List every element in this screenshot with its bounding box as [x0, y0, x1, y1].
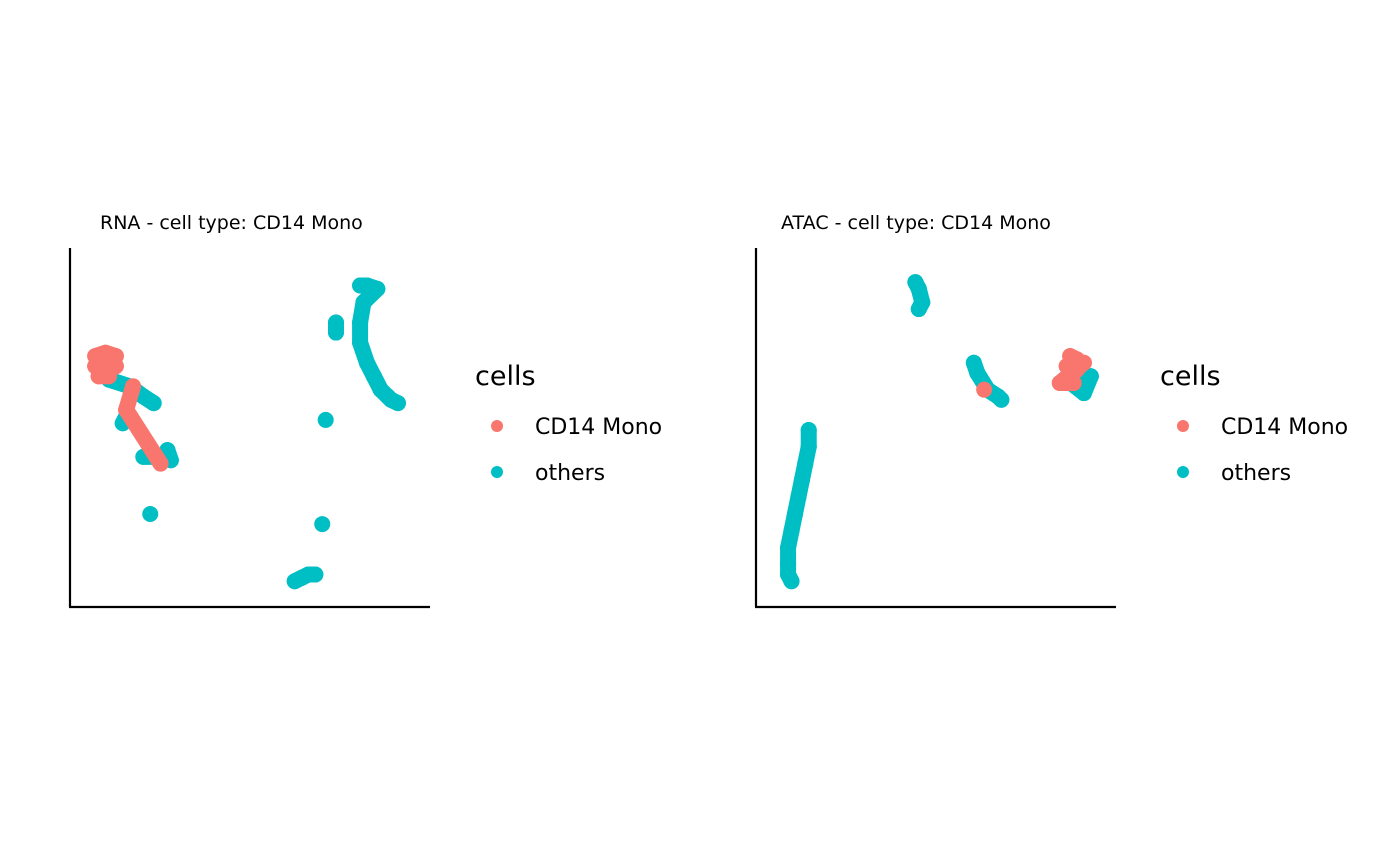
atac-others-point-3-4 [790, 489, 807, 506]
rna-others-point-7-0 [314, 516, 331, 533]
rna-cd14-mono-cluster-1-stroke-1 [118, 401, 169, 472]
rna-legend-title: cells [475, 361, 536, 392]
atac-legend: cells CD14 Mono others [1160, 361, 1348, 486]
atac-legend-label-cd14: CD14 Mono [1221, 415, 1348, 440]
rna-others-point-1-1 [328, 324, 344, 341]
rna-panel: RNA - cell type: CD14 Mono cells CD14 Mo… [68, 212, 662, 609]
atac-cd14-mono-point-0-7 [1075, 354, 1092, 371]
rna-cd14-mono-point-1-1 [118, 401, 135, 418]
atac-cd14-mono-point-0-5 [1065, 374, 1082, 391]
rna-points [87, 277, 406, 590]
atac-points [780, 274, 1099, 590]
atac-others-point-3-7 [780, 539, 797, 556]
rna-legend: cells CD14 Mono others [475, 361, 662, 486]
atac-others-point-3-10 [783, 573, 800, 590]
atac-others-point-2-2 [1075, 385, 1092, 402]
atac-plot-title: ATAC - cell type: CD14 Mono [781, 212, 1051, 234]
atac-others-point-3-2 [797, 455, 814, 472]
rna-others-point-0-11 [389, 395, 406, 412]
atac-others-point-0-1 [910, 280, 927, 297]
atac-cd14-mono-point-0-6 [1051, 374, 1068, 391]
atac-others-point-3-1 [800, 438, 817, 455]
atac-cd14-mono-point-1-0 [976, 381, 993, 398]
atac-others-point-1-4 [993, 391, 1010, 408]
atac-others-point-2-1 [1082, 368, 1099, 385]
rna-legend-swatch-others [491, 466, 503, 478]
rna-others-point-0-7 [365, 368, 382, 385]
rna-legend-label-cd14: CD14 Mono [535, 415, 662, 440]
rna-others-point-8-3 [307, 566, 324, 583]
rna-others-point-0-3 [355, 294, 372, 311]
atac-others-point-0-3 [910, 301, 927, 318]
atac-legend-swatch-cd14 [1177, 420, 1189, 432]
rna-legend-swatch-cd14 [491, 420, 503, 432]
rna-others-point-0-2 [369, 280, 386, 297]
atac-others-point-1-1 [969, 364, 986, 381]
atac-panel: ATAC - cell type: CD14 Mono cells CD14 M… [754, 212, 1348, 609]
rna-cd14-mono-point-1-0 [125, 378, 142, 395]
rna-cd14-mono-point-1-2 [152, 455, 169, 472]
atac-others-point-3-5 [786, 506, 803, 522]
atac-legend-title: cells [1160, 361, 1221, 392]
atac-legend-swatch-others [1177, 466, 1189, 478]
rna-others-point-0-5 [352, 334, 369, 351]
rna-others-point-0-6 [358, 354, 375, 371]
rna-cd14-mono-point-0-7 [100, 368, 117, 385]
atac-others-point-3-3 [793, 472, 810, 489]
rna-plot-title: RNA - cell type: CD14 Mono [100, 212, 363, 234]
rna-legend-label-others: others [535, 461, 605, 486]
rna-others-point-0-4 [352, 314, 369, 331]
atac-others-point-3-0 [800, 422, 817, 438]
rna-others-point-5-0 [142, 506, 159, 522]
rna-others-point-2-3 [145, 395, 162, 412]
rna-others-point-6-0 [317, 411, 334, 428]
atac-legend-label-others: others [1221, 461, 1291, 486]
atac-others-point-3-6 [783, 522, 800, 539]
